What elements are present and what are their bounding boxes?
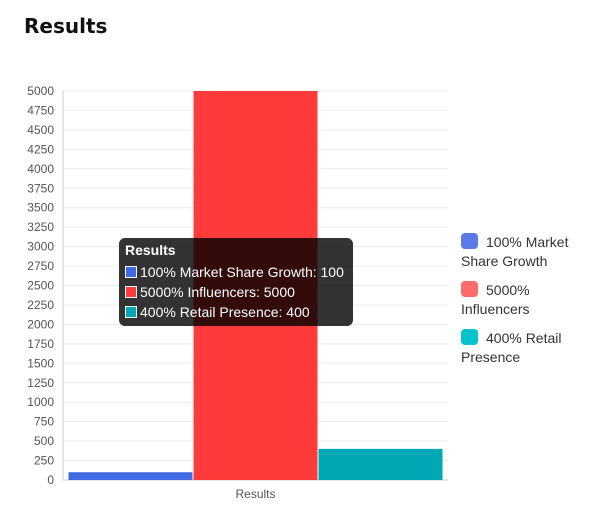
y-tick-label: 3250	[27, 220, 54, 234]
y-tick-label: 4000	[27, 162, 54, 176]
y-tick-label: 3500	[27, 201, 54, 215]
y-tick-label: 3750	[27, 181, 54, 195]
bar	[318, 448, 443, 480]
tooltip-row: 5000% Influencers: 5000	[125, 282, 347, 302]
y-tick-label: 4500	[27, 123, 54, 137]
y-tick-label: 0	[47, 473, 54, 487]
y-tick-label: 2250	[27, 298, 54, 312]
tooltip-label: 400% Retail Presence: 400	[140, 304, 310, 320]
chart-tooltip: Results 100% Market Share Growth: 100 50…	[119, 238, 353, 326]
y-tick-label: 3000	[27, 240, 54, 254]
y-tick-label: 1500	[27, 356, 54, 370]
tooltip-row: 100% Market Share Growth: 100	[125, 262, 347, 282]
bar	[68, 472, 193, 480]
legend: 100% Market Share Growth 5000% Influence…	[461, 233, 596, 377]
y-tick-label: 4250	[27, 142, 54, 156]
legend-label: 100% Market Share Growth	[461, 234, 569, 269]
legend-label: 400% Retail Presence	[461, 330, 562, 365]
page-title: Results	[24, 14, 108, 38]
tooltip-label: 5000% Influencers: 5000	[140, 284, 295, 300]
tooltip-swatch	[125, 266, 137, 278]
y-tick-label: 2000	[27, 317, 54, 331]
y-axis-ticks: 0 250 500 750 1000 1250 1500 1750 2000 2250 2500 27…	[27, 84, 54, 487]
y-tick-label: 5000	[27, 84, 54, 98]
legend-item[interactable]: 100% Market Share Growth	[461, 233, 596, 271]
legend-swatch	[461, 233, 478, 249]
legend-swatch	[461, 329, 478, 345]
tooltip-title: Results	[125, 242, 176, 258]
legend-label: 5000% Influencers	[461, 282, 530, 317]
y-tick-label: 2750	[27, 259, 54, 273]
x-tick-label: Results	[235, 487, 275, 501]
x-axis-ticks: Results	[235, 487, 275, 501]
legend-swatch	[461, 281, 478, 297]
tooltip-swatch	[125, 306, 137, 318]
y-tick-label: 1000	[27, 395, 54, 409]
y-tick-label: 750	[34, 415, 54, 429]
y-tick-label: 1250	[27, 376, 54, 390]
y-tick-label: 500	[34, 434, 54, 448]
y-tick-label: 1750	[27, 337, 54, 351]
tooltip-label: 100% Market Share Growth: 100	[140, 264, 344, 280]
legend-item[interactable]: 5000% Influencers	[461, 281, 596, 319]
y-tick-label: 2500	[27, 279, 54, 293]
tooltip-swatch	[125, 286, 137, 298]
y-tick-label: 4750	[27, 103, 54, 117]
y-tick-label: 250	[34, 454, 54, 468]
legend-item[interactable]: 400% Retail Presence	[461, 329, 596, 367]
tooltip-row: 400% Retail Presence: 400	[125, 302, 347, 322]
